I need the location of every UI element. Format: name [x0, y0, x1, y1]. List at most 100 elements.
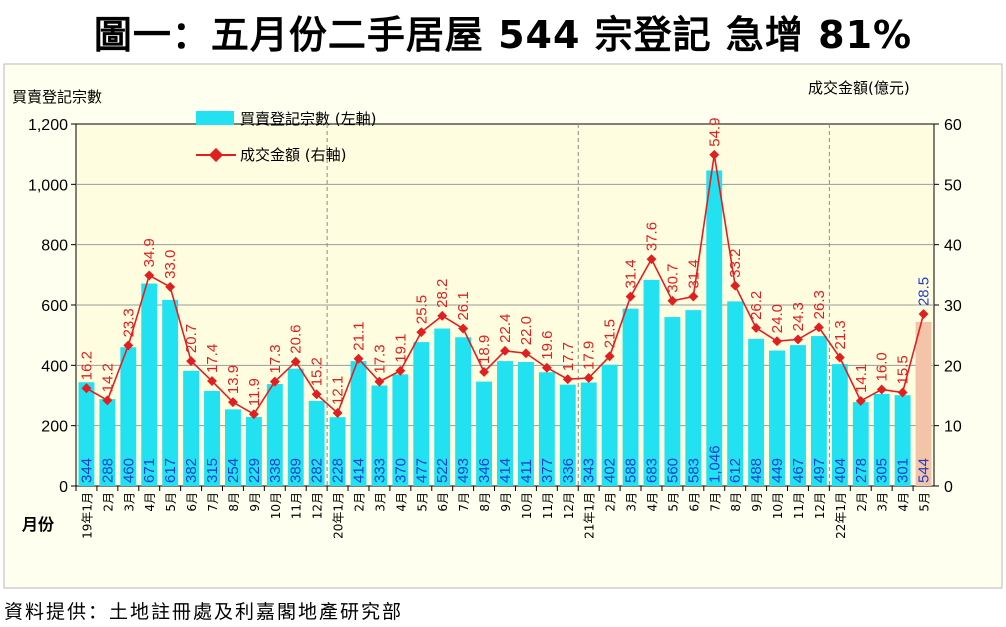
bar-value-label: 671 [141, 458, 158, 483]
line-point [876, 384, 887, 395]
line-value-label: 22.4 [497, 314, 514, 343]
x-tick-label: 5月 [918, 492, 932, 512]
x-tick-label: 9月 [499, 492, 513, 512]
left-tick-label: 1,200 [28, 117, 68, 134]
bar-value-label: 315 [204, 458, 221, 483]
line-value-label: 21.3 [832, 320, 849, 349]
line-point [269, 376, 280, 387]
bar [308, 400, 325, 486]
line-point [395, 365, 406, 376]
left-tick-label: 600 [41, 298, 68, 315]
x-tick-label: 10月 [269, 492, 283, 519]
line-point [416, 327, 427, 338]
line-value-label: 17.3 [267, 344, 284, 373]
bar [706, 170, 723, 486]
x-tick-label: 20年1月 [332, 492, 346, 539]
bar [141, 283, 158, 486]
bar [894, 395, 911, 486]
line-value-label: 24.3 [790, 302, 807, 331]
bar [120, 347, 137, 486]
left-axis-ticks: 0 200 400 600 800 1,000 1,200 [28, 117, 76, 496]
x-tick-label: 10月 [771, 492, 785, 519]
bar-value-label: 229 [246, 458, 263, 483]
line-point [772, 336, 782, 347]
line-value-label: 17.3 [371, 344, 388, 373]
line-point [562, 374, 573, 385]
right-tick-label: 40 [944, 238, 962, 255]
line-point [144, 270, 155, 281]
bar-value-label: 301 [895, 458, 912, 483]
bar [915, 321, 932, 486]
bar [476, 381, 493, 486]
right-tick-label: 10 [944, 419, 962, 436]
bar-value-label: 346 [476, 458, 493, 483]
bar [392, 374, 409, 486]
bar [183, 370, 200, 486]
bar [580, 382, 597, 486]
x-tick-label: 5月 [164, 492, 178, 512]
line-point [751, 322, 762, 333]
line-value-label: 15.2 [309, 357, 326, 386]
bar-value-label: 288 [99, 458, 116, 483]
line-value-label: 30.7 [664, 264, 681, 293]
line-value-label: 15.5 [895, 355, 912, 384]
x-tick-label: 5月 [415, 492, 429, 512]
bar-value-label: 414 [497, 458, 514, 483]
bar-value-label: 336 [560, 458, 577, 483]
bar-value-label: 402 [602, 458, 619, 483]
line-point [709, 149, 720, 160]
line-value-label: 34.9 [141, 238, 158, 267]
bar [204, 390, 220, 486]
x-tick-label: 3月 [122, 492, 136, 512]
bars [78, 170, 932, 486]
x-tick-label: 21年1月 [583, 492, 597, 539]
x-tick-label: 19年1月 [80, 492, 94, 539]
line-value-label: 54.9 [706, 118, 723, 147]
line-value-label: 11.9 [246, 378, 263, 406]
line-point [918, 309, 929, 319]
right-axis-title: 成交金額(億元) [808, 79, 910, 97]
line-point [646, 254, 657, 265]
line-value-label: 21.1 [351, 321, 368, 350]
bar [266, 384, 283, 486]
bar [748, 338, 765, 486]
bar [497, 361, 513, 486]
line-value-label: 14.2 [99, 363, 116, 392]
bar-value-label: 343 [581, 458, 598, 483]
x-tick-label: 11月 [792, 492, 806, 519]
bar [538, 372, 555, 486]
line-value-label: 26.2 [748, 291, 765, 320]
bar-value-label: 544 [916, 458, 933, 483]
bar [517, 362, 534, 486]
bar [224, 409, 241, 486]
bar [162, 299, 179, 486]
x-tick-label: 6月 [436, 492, 450, 512]
bar [78, 382, 95, 486]
bar-value-label: 522 [434, 458, 451, 483]
bar-value-label: 382 [183, 458, 200, 483]
bar-value-label: 497 [811, 458, 828, 483]
legend-bar-swatch [196, 111, 234, 125]
line-point [374, 376, 385, 387]
bar-value-label: 370 [392, 458, 409, 483]
bar [329, 417, 346, 486]
bar-value-label: 493 [455, 458, 472, 483]
right-axis-ticks: 0 10 20 30 40 50 60 [934, 117, 962, 496]
bar-value-label: 1,046 [706, 445, 723, 483]
line-value-label: 31.4 [623, 259, 640, 288]
left-tick-label: 1,000 [28, 177, 68, 194]
x-tick-label: 4月 [897, 492, 911, 512]
bar-value-label: 488 [748, 458, 765, 483]
x-tick-label: 3月 [876, 492, 890, 512]
line-point [165, 281, 176, 292]
line-value-label: 26.3 [811, 290, 828, 319]
line-point [604, 351, 615, 362]
bar-value-label: 414 [351, 458, 368, 483]
line-value-label: 16.0 [874, 352, 891, 381]
legend-line-label: 成交金額 (右軸) [240, 146, 346, 164]
bar [622, 308, 639, 486]
line-value-label: 18.9 [476, 335, 493, 364]
line-point [248, 409, 259, 420]
bar-value-label: 477 [413, 458, 430, 483]
left-tick-label: 400 [41, 358, 68, 375]
